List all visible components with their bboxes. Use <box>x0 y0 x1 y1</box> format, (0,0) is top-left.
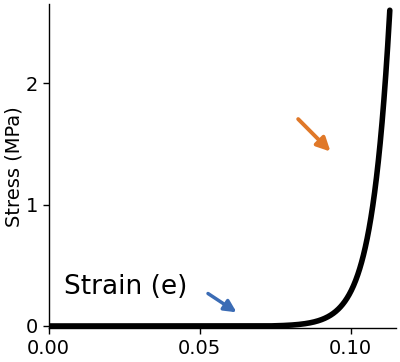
Text: Strain (e): Strain (e) <box>64 274 187 300</box>
Y-axis label: Stress (MPa): Stress (MPa) <box>4 106 23 227</box>
